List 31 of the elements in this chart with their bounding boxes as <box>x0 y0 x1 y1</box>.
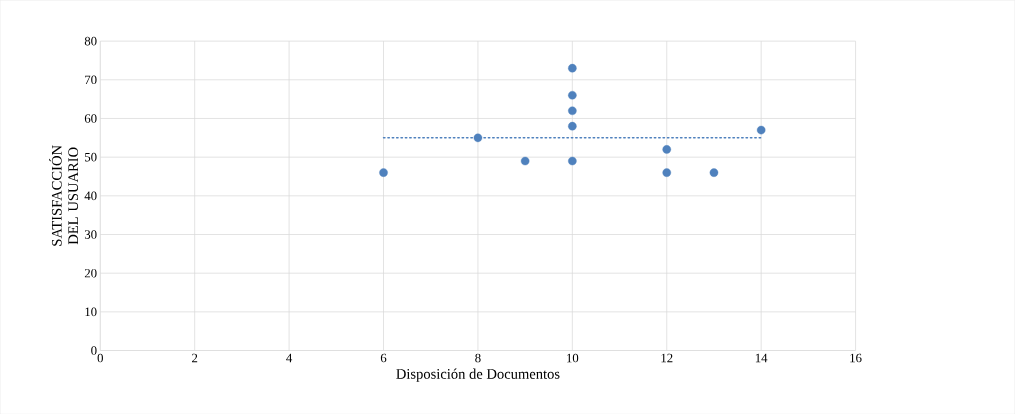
point <box>379 168 388 177</box>
x-tick-label: 6 <box>380 353 387 363</box>
x-axis-title: Disposición de Documentos <box>396 368 560 382</box>
x-tick-label: 16 <box>850 353 862 363</box>
y-tick-label: 70 <box>85 75 97 84</box>
point <box>520 156 530 166</box>
point <box>756 125 766 135</box>
y-tick-label: 20 <box>84 268 97 278</box>
point <box>568 90 577 100</box>
y-tick-label: 80 <box>84 36 97 46</box>
y-tick-label: 40 <box>84 191 97 200</box>
y-tick-label: 10 <box>85 307 97 316</box>
point <box>568 63 577 73</box>
y-axis-title: SATISFACCIÓN DEL USUARIO <box>49 145 79 246</box>
point <box>568 106 577 115</box>
x-tick-label: 12 <box>661 353 673 362</box>
point <box>709 168 719 177</box>
x-tick-label: 8 <box>475 353 481 363</box>
point <box>473 133 483 142</box>
x-tick-label: 4 <box>286 353 293 362</box>
point <box>662 168 672 177</box>
y-tick-label: 60 <box>84 113 97 123</box>
point <box>568 156 577 166</box>
x-tick-label: 10 <box>567 353 579 363</box>
point <box>662 144 672 154</box>
y-tick-label: 50 <box>85 152 97 162</box>
y-tick-label: 30 <box>84 230 97 239</box>
x-tick-label: 2 <box>192 353 198 362</box>
x-tick-label: 14 <box>755 353 768 362</box>
y-tick-label: 0 <box>91 346 97 355</box>
point <box>568 121 577 131</box>
